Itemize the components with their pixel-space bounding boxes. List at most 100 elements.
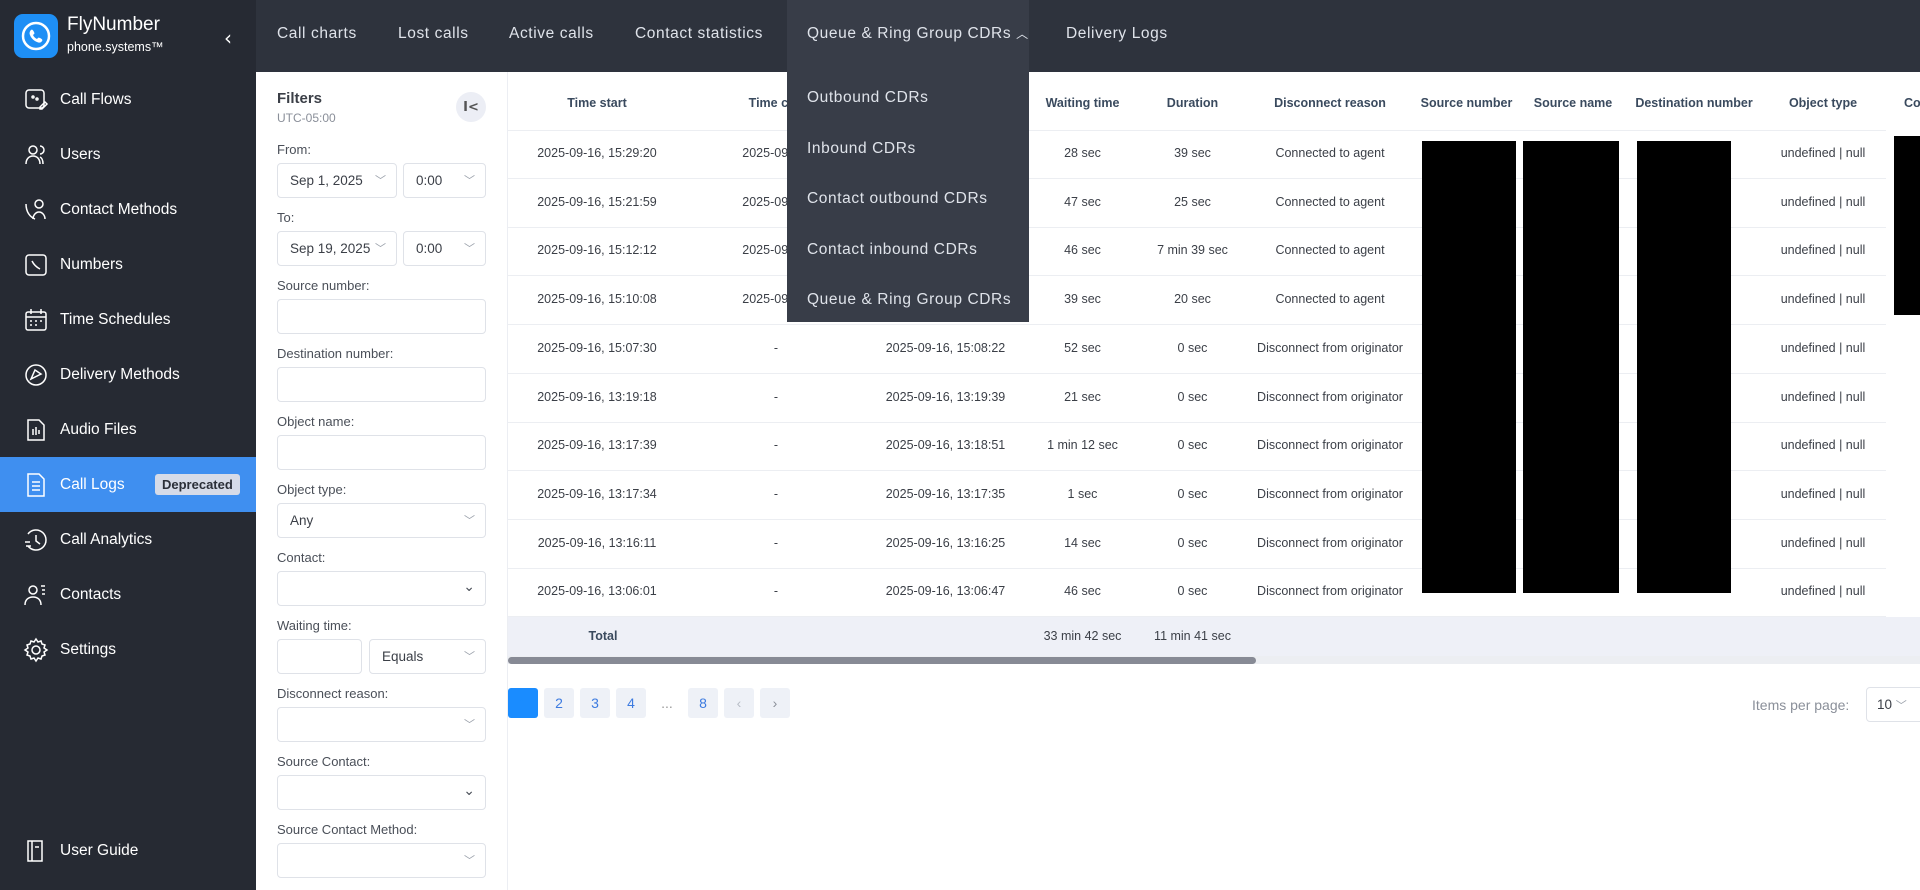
sidebar-item-label: Users (60, 145, 101, 163)
table-cell: undefined | null (1780, 340, 1866, 355)
collapse-sidebar-button[interactable]: ‹ (224, 26, 232, 50)
table-cell: 1 sec (1067, 486, 1098, 501)
column-header-source-name[interactable]: Source name (1533, 96, 1613, 110)
sidebar-item-users[interactable]: Users (0, 127, 256, 182)
page-button-1[interactable]: 1 (508, 688, 538, 718)
table-row: 2025-09-16, 13:06:01 - 2025-09-16, 13:06:4… (508, 568, 1920, 618)
sidebar-item-contact-methods[interactable]: Contact Methods (0, 182, 256, 237)
table-cell: 52 sec (1064, 340, 1101, 355)
to-date-value: Sep 19, 2025 (290, 241, 371, 256)
source-number-input[interactable] (277, 299, 486, 334)
tab-contact-statistics[interactable]: Contact statistics (635, 25, 763, 42)
table-cell: undefined | null (1780, 438, 1866, 453)
scrollbar-thumb[interactable] (508, 657, 1257, 664)
items-per-page-select[interactable]: 10 ﹀ (1866, 687, 1920, 722)
column-header-disconnect-reason[interactable]: Disconnect reason (1274, 96, 1386, 110)
dropdown-item-contact-inbound-cdrs[interactable]: Contact inbound CDRs (807, 240, 978, 258)
table-cell: 14 sec (1064, 535, 1101, 550)
table-cell: Connected to agent (1275, 194, 1385, 209)
object-type-select[interactable]: Any ﹀ (277, 503, 486, 538)
chevron-down-icon: ⌄ (463, 782, 475, 798)
table-cell: Connected to agent (1275, 146, 1385, 160)
tab-active-calls[interactable]: Active calls (509, 25, 594, 42)
page-button-2[interactable]: 2 (544, 688, 574, 718)
delivery-icon (25, 363, 47, 386)
sidebar-item-delivery-methods[interactable]: Delivery Methods (0, 347, 256, 402)
sidebar-item-label: Call Flows (60, 90, 132, 108)
to-time-select[interactable]: 0:00 ﹀ (403, 231, 486, 266)
page-button-3[interactable]: 3 (580, 688, 610, 718)
horizontal-scrollbar[interactable] (508, 656, 1920, 664)
next-page-button[interactable]: › (760, 688, 790, 718)
tab-delivery-logs[interactable]: Delivery Logs (1066, 25, 1168, 42)
from-date-value: Sep 1, 2025 (290, 173, 363, 188)
column-header-source-number[interactable]: Source number (1420, 96, 1513, 110)
destination-number-input[interactable] (277, 367, 486, 402)
table-cell: undefined | null (1780, 486, 1866, 501)
sidebar-item-contacts[interactable]: Contacts (0, 567, 256, 622)
dropdown-item-queue-ring-group-cdrs[interactable]: Queue & Ring Group CDRs (807, 291, 1012, 308)
sidebar-item-call-flows[interactable]: Call Flows (0, 72, 256, 127)
table-cell: undefined | null (1780, 535, 1866, 550)
column-header-time-start[interactable]: Time start (567, 96, 627, 110)
sidebar-item-call-analytics[interactable]: Call Analytics (0, 512, 256, 567)
table-cell: 39 sec (1064, 292, 1101, 307)
deprecated-badge: Deprecated (155, 474, 240, 495)
prev-page-button[interactable]: ‹ (724, 688, 754, 718)
table-cell: 20 sec (1174, 292, 1211, 307)
book-icon (27, 839, 43, 862)
page-button-4[interactable]: 4 (616, 688, 646, 718)
table-cell: undefined | null (1780, 292, 1866, 307)
sidebar-item-user-guide[interactable]: User Guide (0, 823, 256, 878)
page-button-8[interactable]: 8 (688, 688, 718, 718)
table-cell: 2025-09-16, 15:29:20 (537, 146, 657, 160)
table-row: 2025-09-16, 13:19:18 - 2025-09-16, 13:19:3… (508, 374, 1920, 423)
object-name-input[interactable] (277, 435, 486, 470)
sidebar-item-call-logs[interactable]: Call Logs Deprecated (0, 457, 256, 512)
tab-lost-calls[interactable]: Lost calls (398, 25, 469, 42)
disconnect-reason-select[interactable]: ﹀ (277, 707, 486, 742)
tab-queue-ring-group-cdrs[interactable]: Queue & Ring Group CDRs ︿ (787, 0, 1029, 72)
source-contact-select[interactable]: ⌄ (277, 775, 486, 810)
source-contact-label: Source Contact: (277, 754, 371, 769)
cdr-table: Time start Time con Waiting time Duration Di… (508, 72, 1920, 618)
from-time-select[interactable]: 0:00 ﹀ (403, 163, 486, 198)
from-date-select[interactable]: Sep 1, 2025 ﹀ (277, 163, 397, 198)
sidebar-item-label: Settings (60, 640, 117, 658)
disconnect-reason-label: Disconnect reason: (277, 686, 389, 701)
sidebar-item-time-schedules[interactable]: Time Schedules (0, 292, 256, 347)
collapse-filters-button[interactable]: I< (456, 92, 486, 122)
table-cell: Disconnect from originator (1257, 584, 1403, 599)
table-cell: Connected to agent (1275, 243, 1385, 258)
column-header-co[interactable]: Co (1904, 96, 1920, 110)
to-date-select[interactable]: Sep 19, 2025 ﹀ (277, 231, 397, 266)
table-cell: 0 sec (1177, 389, 1208, 404)
tab-call-charts[interactable]: Call charts (277, 25, 357, 42)
column-header-duration[interactable]: Duration (1166, 96, 1219, 110)
redacted-contact (1894, 136, 1920, 315)
sidebar-item-audio-files[interactable]: Audio Files (0, 402, 256, 457)
column-header-object-type[interactable]: Object type (1788, 96, 1858, 110)
sidebar-item-label: Contacts (60, 585, 122, 603)
filters-panel: Filters UTC-05:00 I< From: Sep 1, 2025 ﹀ … (256, 72, 508, 890)
source-contact-method-select[interactable]: ﹀ (277, 843, 486, 878)
column-header-waiting-time[interactable]: Waiting time (1045, 96, 1120, 110)
total-waiting: 33 min 42 sec (1043, 629, 1122, 643)
sidebar-item-label: Numbers (60, 255, 123, 273)
dropdown-item-outbound-cdrs[interactable]: Outbound CDRs (807, 89, 929, 106)
dropdown-item-inbound-cdrs[interactable]: Inbound CDRs (807, 139, 916, 157)
column-header-destination-number[interactable]: Destination number (1635, 96, 1753, 110)
contact-label: Contact: (277, 550, 326, 565)
table-cell: 2025-09-16, 13:16:25 (885, 535, 1006, 550)
sidebar-item-numbers[interactable]: Numbers (0, 237, 256, 292)
sidebar-item-settings[interactable]: Settings (0, 622, 256, 677)
row-divider (508, 567, 1886, 569)
waiting-time-input[interactable] (277, 639, 362, 674)
waiting-time-operator-select[interactable]: Equals ﹀ (369, 639, 486, 674)
contact-select[interactable]: ⌄ (277, 571, 486, 606)
row-divider (508, 470, 1886, 472)
table-cell: 2025-09-16, 15:12:12 (537, 243, 657, 258)
dropdown-item-contact-outbound-cdrs[interactable]: Contact outbound CDRs (807, 190, 988, 207)
table-cell: 46 sec (1064, 243, 1101, 258)
chevron-down-icon: ﹀ (464, 651, 475, 663)
